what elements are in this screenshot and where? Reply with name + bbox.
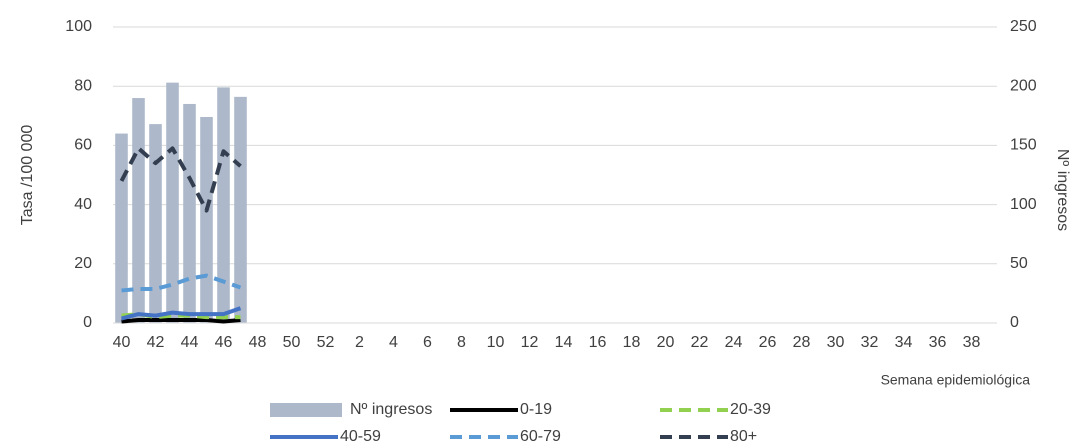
x-tick-label: 32 [861,334,879,351]
x-tick-label: 48 [249,334,267,351]
x-tick-label: 4 [389,334,398,351]
y2-axis-label: Nº ingresos [1054,149,1071,231]
x-tick-label: 12 [521,334,539,351]
x-tick-label: 18 [623,334,641,351]
x-tick-label: 34 [895,334,913,351]
x-tick-label: 22 [691,334,709,351]
x-tick-label: 20 [657,334,675,351]
y-tick-label: 100 [65,18,92,35]
y-axis-label: Tasa /100 000 [19,125,36,226]
x-tick-label: 24 [725,334,743,351]
x-tick-label: 44 [181,334,199,351]
x-tick-label: 14 [555,334,573,351]
x-tick-label: 16 [589,334,607,351]
legend-label: 80+ [730,428,757,445]
y2-tick-label: 250 [1010,18,1037,35]
line [121,318,241,324]
x-tick-label: 26 [759,334,777,351]
x-tick-label: 2 [355,334,364,351]
y2-tick-label: 50 [1010,255,1028,272]
legend-label: 20-39 [730,401,771,418]
y-tick-label: 80 [74,77,92,94]
bar [217,87,230,323]
y2-tick-label: 0 [1010,314,1019,331]
x-tick-label: 10 [487,334,505,351]
bar [115,133,128,323]
legend-label: 0-19 [520,401,552,418]
legend-label: 40-59 [340,428,381,445]
legend-label: 60-79 [520,428,561,445]
bar [166,82,179,323]
y-tick-label: 40 [74,196,92,213]
bar [200,116,213,323]
line [121,273,242,293]
line [120,306,242,321]
x-axis-label: Semana epidemiológica [881,372,1031,388]
bar [234,96,247,323]
y-tick-label: 0 [83,314,92,331]
x-tick-label: 36 [929,334,947,351]
bar [149,124,162,323]
bar [183,103,196,324]
y2-tick-label: 100 [1010,196,1037,213]
y2-tick-label: 200 [1010,77,1037,94]
x-tick-label: 6 [423,334,432,351]
x-tick-label: 50 [283,334,301,351]
x-tick-label: 28 [793,334,811,351]
line [119,146,242,213]
y-tick-label: 60 [74,137,92,154]
x-tick-label: 46 [215,334,233,351]
y-tick-label: 20 [74,255,92,272]
y2-tick-label: 150 [1010,137,1037,154]
x-tick-label: 40 [113,334,131,351]
x-tick-label: 52 [317,334,335,351]
x-tick-label: 8 [457,334,466,351]
x-tick-label: 42 [147,334,165,351]
x-tick-label: 30 [827,334,845,351]
legend-label: Nº ingresos [350,401,432,418]
legend-swatch [270,403,342,417]
x-tick-label: 38 [963,334,981,351]
